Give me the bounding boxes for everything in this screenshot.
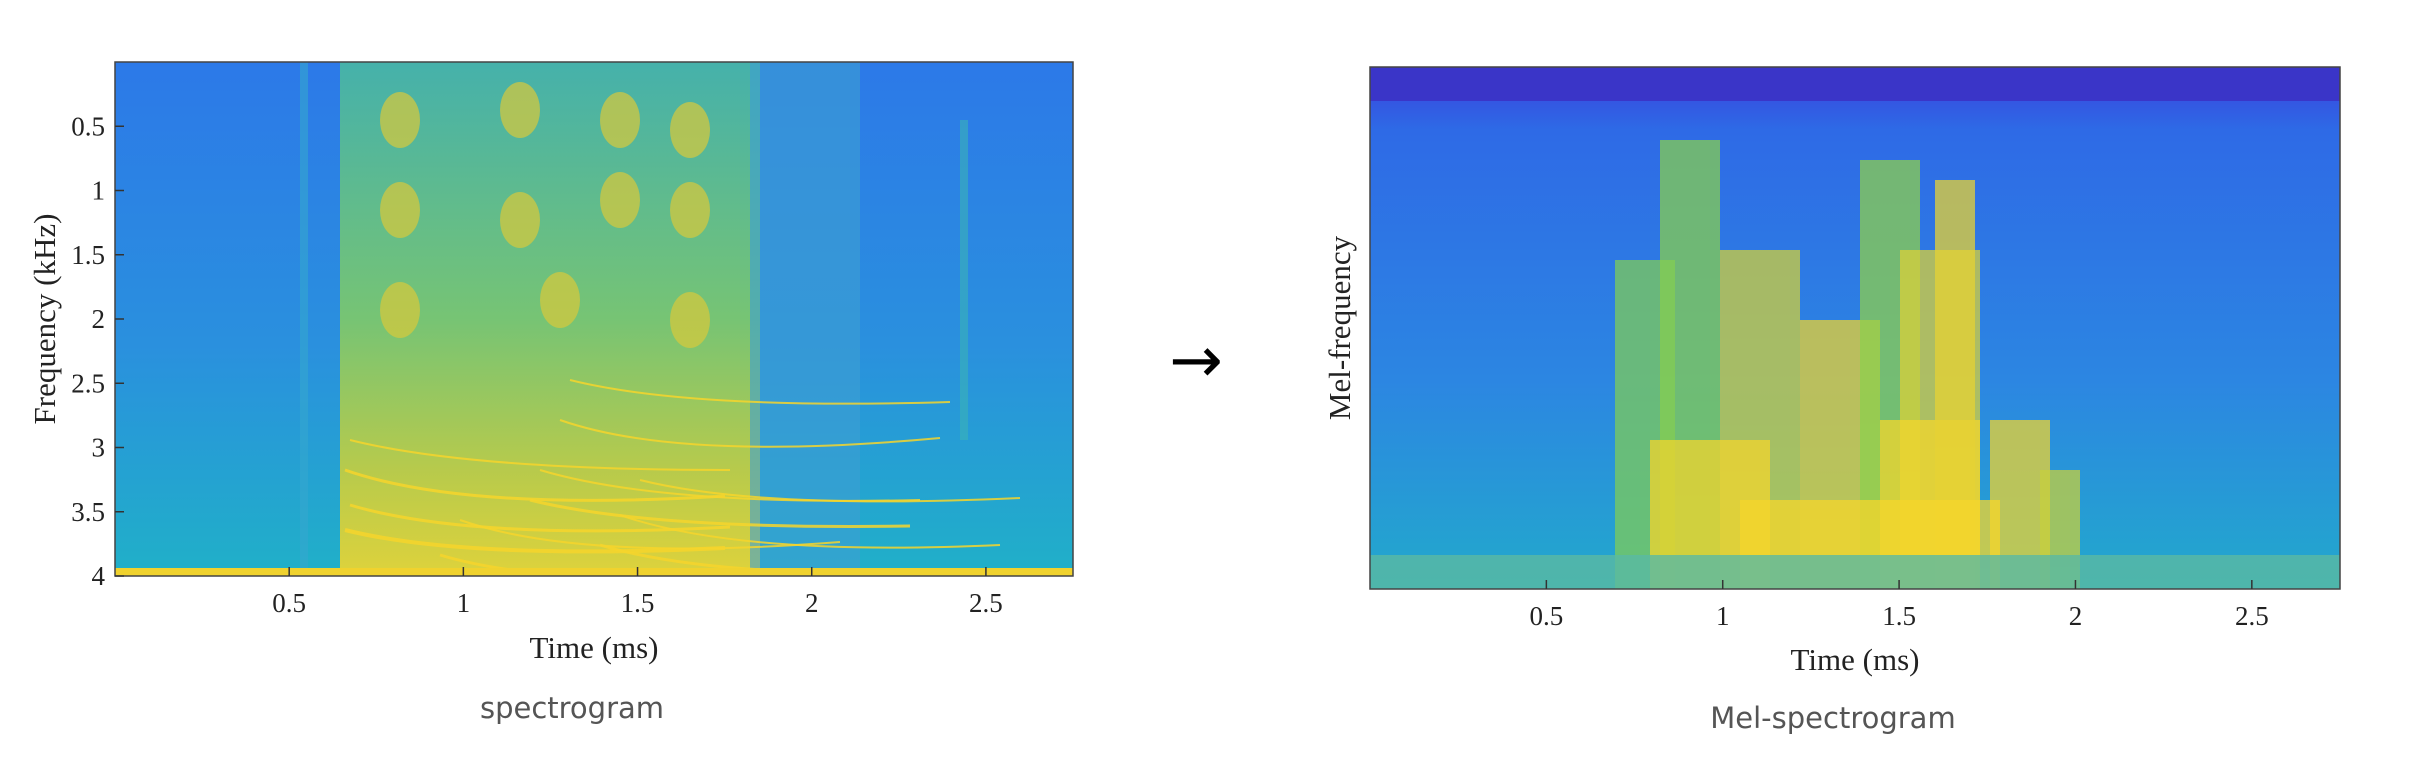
formant-blob bbox=[670, 182, 710, 238]
mel-spectrogram-columns bbox=[1370, 140, 2340, 589]
x-tick-label: 0.5 bbox=[272, 588, 306, 618]
spectrogram-panel: 0.5 1 1.5 2 2.5 0.5 1 1.5 2 2.5 3 3.5 4 Time (ms) Fr… bbox=[27, 61, 1074, 725]
mel-low-band bbox=[1370, 555, 2340, 589]
y-tick-label: 2.5 bbox=[71, 368, 105, 398]
y-tick-label: 3.5 bbox=[71, 497, 105, 527]
spectrogram-ylabel: Frequency (kHz) bbox=[27, 214, 62, 425]
formant-blob bbox=[380, 182, 420, 238]
y-tick-label: 1.5 bbox=[71, 240, 105, 270]
mel-spectrogram-ylabel: Mel-frequency bbox=[1322, 235, 1357, 420]
mel-spectrogram-image bbox=[1370, 67, 2340, 589]
formant-blob bbox=[600, 172, 640, 228]
x-tick-label: 1.5 bbox=[621, 588, 655, 618]
formant-blob bbox=[500, 82, 540, 138]
harmonic-arc bbox=[349, 439, 731, 471]
x-tick-label: 2 bbox=[805, 588, 819, 618]
spectrogram-axes: 0.5 1 1.5 2 2.5 0.5 1 1.5 2 2.5 3 3.5 4 bbox=[71, 111, 1003, 618]
mel-spectrogram-panel: 0.5 1 1.5 2 2.5 Time (ms) Mel-frequency Mel-… bbox=[1322, 66, 2341, 735]
harmonic-arc bbox=[439, 553, 821, 576]
mel-spectrogram-xlabel: Time (ms) bbox=[1791, 642, 1920, 677]
y-tick-label: 1 bbox=[92, 176, 106, 206]
mel-spectrogram-caption: Mel-spectrogram bbox=[1710, 701, 1955, 735]
spectrogram-xlabel: Time (ms) bbox=[530, 630, 659, 665]
y-tick-label: 3 bbox=[92, 433, 106, 463]
y-tick-label: 2 bbox=[92, 304, 106, 334]
harmonic-arc bbox=[619, 514, 1001, 549]
x-tick-label: 2.5 bbox=[2235, 601, 2269, 631]
harmonic-arc bbox=[459, 519, 841, 550]
y-tick-label: 4 bbox=[92, 561, 106, 591]
harmonic-arc bbox=[344, 468, 726, 502]
x-tick-label: 2 bbox=[2069, 601, 2083, 631]
formant-blob bbox=[670, 292, 710, 348]
spectrogram-caption: spectrogram bbox=[480, 691, 664, 725]
mel-spectrogram-axes: 0.5 1 1.5 2 2.5 bbox=[1529, 580, 2269, 631]
harmonic-arc bbox=[344, 528, 726, 554]
formant-blob bbox=[380, 92, 420, 148]
x-tick-label: 2.5 bbox=[969, 588, 1003, 618]
formant-blob bbox=[380, 282, 420, 338]
x-tick-label: 0.5 bbox=[1529, 601, 1563, 631]
x-tick-label: 1 bbox=[1716, 601, 1730, 631]
spectrogram-image bbox=[115, 62, 1073, 576]
arrow-icon: → bbox=[1169, 324, 1223, 398]
harmonic-arc bbox=[569, 379, 951, 405]
harmonic-arc bbox=[529, 498, 911, 528]
spectrogram-harmonics bbox=[344, 82, 1021, 576]
formant-blob bbox=[500, 192, 540, 248]
mel-spectrogram-frame bbox=[1369, 66, 2341, 590]
harmonic-arc bbox=[559, 419, 941, 448]
formant-blob bbox=[600, 92, 640, 148]
y-tick-label: 0.5 bbox=[71, 111, 105, 141]
x-tick-label: 1.5 bbox=[1882, 601, 1916, 631]
harmonic-arc bbox=[349, 503, 731, 533]
formant-blob bbox=[540, 272, 580, 328]
formant-blob bbox=[670, 102, 710, 158]
x-tick-label: 1 bbox=[457, 588, 471, 618]
harmonic-arc bbox=[639, 479, 1021, 503]
